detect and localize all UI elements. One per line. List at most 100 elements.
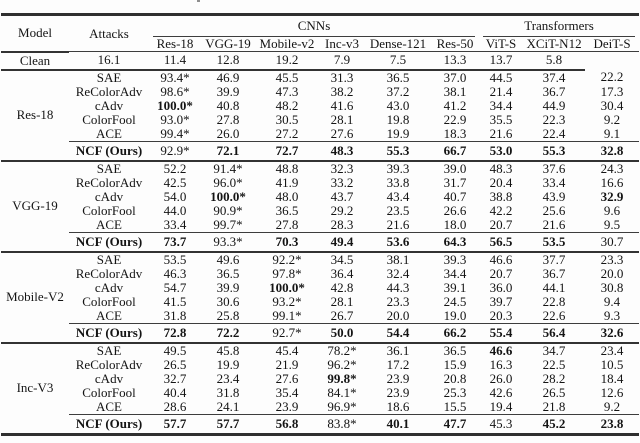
attack-value: 36.5 (216, 265, 240, 281)
attack-row: Mobile-V2 SAE 53.5 49.6 92.2* 34.5 38.1 39.3 46.… (1, 251, 639, 344)
attack-row: ACE 31.8 25.8 99.1* 26.7 20.0 19.0 20.3 22.6 9.3 (1, 307, 639, 324)
attack-value: 33.8 (386, 174, 410, 190)
attack-row: ColorFool 44.0 90.9* 36.5 29.2 23.5 26.6 42.2 25… (1, 202, 639, 218)
attack-value: 40.7 (443, 188, 467, 204)
attack-name: cAdv (94, 279, 124, 295)
group-header-label: CNNs (153, 16, 476, 37)
attack-value: 39.7 (489, 293, 513, 309)
attack-value: 23.3 (600, 251, 624, 267)
attack-value: 34.5 (330, 251, 354, 267)
model-label: Inc-V3 (1, 342, 69, 436)
clean-label: Clean (1, 51, 69, 71)
attack-value: 44.9 (542, 97, 566, 113)
ncf-value: 32.8 (585, 140, 640, 162)
attack-value: 24.5 (443, 293, 467, 309)
attack-value: 48.0 (275, 188, 299, 204)
attack-value: 36.7 (542, 83, 566, 99)
ncf-value: 72.8 (149, 322, 201, 344)
model-label: VGG-19 (1, 160, 69, 253)
attack-row: VGG-19 SAE 52.2 91.4* 48.8 32.3 39.3 39.0 48.3 37… (1, 160, 639, 253)
attack-value: 92.2* (272, 251, 302, 267)
attack-value: 38.1 (386, 251, 410, 267)
attack-value: 41.5 (163, 293, 187, 309)
attack-value: 23.9 (386, 370, 410, 386)
attack-value: 43.7 (330, 188, 354, 204)
attack-value: 45.4 (275, 342, 299, 358)
ncf-value: 45.2 (523, 413, 586, 436)
attack-value: 27.2 (275, 125, 299, 141)
attack-value: 12.6 (600, 384, 624, 400)
attack-value: 21.9 (275, 356, 299, 372)
attack-value: 44.3 (386, 279, 410, 295)
attack-value: 31.8 (163, 307, 187, 323)
col-header-res-18: Res-18 (149, 36, 201, 52)
attack-value: 54.0 (163, 188, 187, 204)
attack-value: 100.0* (269, 279, 305, 295)
clean-value: 12.8 (201, 51, 255, 71)
attack-value: 38.1 (443, 83, 467, 99)
attack-value: 25.6 (542, 202, 566, 218)
attack-name: ACE (96, 125, 122, 141)
clean-row: Clean 16.1 11.4 12.8 19.2 7.9 7.5 13.3 13.7 5.8 (1, 51, 639, 71)
attack-value: 42.6 (489, 384, 513, 400)
attack-name: ACE (96, 398, 122, 414)
attack-value: 40.4 (163, 384, 187, 400)
attack-value: 17.2 (386, 356, 410, 372)
attack-value: 47.3 (275, 83, 299, 99)
ncf-label: NCF (Ours) (69, 322, 149, 344)
attack-value: 28.3 (330, 216, 354, 232)
attack-row: ColorFool 41.5 30.6 93.2* 28.1 23.3 24.5 39.7 22… (1, 293, 639, 309)
ncf-value: 55.3 (365, 140, 431, 162)
attack-value: 46.6 (489, 251, 513, 267)
attack-value: 15.5 (443, 398, 467, 414)
attack-value: 100.0* (157, 97, 193, 113)
attack-value: 22.3 (542, 111, 566, 127)
attack-value: 32.4 (386, 265, 410, 281)
attack-value: 34.4 (489, 97, 513, 113)
attack-value: 98.6* (160, 83, 190, 99)
attack-value: 19.0 (443, 307, 467, 323)
col-header-dense-121: Dense-121 (365, 36, 431, 52)
attack-value: 42.8 (330, 279, 354, 295)
attack-value: 9.6 (603, 202, 621, 218)
attack-value: 48.2 (275, 97, 299, 113)
attack-value: 30.5 (275, 111, 299, 127)
col-header-vit-s: ViT-S (479, 36, 524, 52)
attack-row: cAdv 32.7 23.4 27.6 99.8* 23.9 20.8 26.0 28.2 18.… (1, 370, 639, 386)
attack-name: ReColorAdv (75, 265, 143, 281)
attack-value: 44.0 (163, 202, 187, 218)
attack-value: 36.5 (386, 69, 410, 85)
attack-value: 16.3 (489, 356, 513, 372)
attack-value: 96.2* (327, 356, 357, 372)
attack-value: 36.5 (275, 202, 299, 218)
clean-value: 16.1 (69, 51, 149, 71)
attack-row: Res-18 SAE 93.4* 46.9 45.5 31.3 36.5 37.0 44.5 37… (1, 69, 639, 162)
attack-name: cAdv (94, 370, 124, 386)
attack-value: 39.9 (216, 83, 240, 99)
attack-value: 22.2 (600, 69, 624, 84)
attack-name: ColorFool (82, 293, 136, 309)
attack-row: cAdv 54.0 100.0* 48.0 43.7 43.4 40.7 38.8 43.9 32… (1, 188, 639, 204)
attack-value: 20.0 (386, 307, 410, 323)
attack-value: 35.4 (275, 384, 299, 400)
attack-value: 22.5 (542, 356, 566, 372)
attack-value: 44.5 (489, 69, 513, 85)
attack-name: ColorFool (82, 384, 136, 400)
attack-value: 39.9 (216, 279, 240, 295)
attack-value: 29.2 (330, 202, 354, 218)
attack-value: 46.6 (489, 342, 513, 358)
ncf-value: 54.4 (365, 322, 431, 344)
attack-value: 23.9 (386, 384, 410, 400)
attack-row: ColorFool 40.4 31.8 35.4 84.1* 23.9 25.3 42.6 26… (1, 384, 639, 400)
ncf-label: NCF (Ours) (69, 231, 149, 253)
clean-value: 7.5 (365, 51, 431, 71)
attack-value: 26.0 (489, 370, 513, 386)
attack-success-rate-table: Model Attacks CNNs Transformers Res-18 VGG-19… (1, 13, 640, 436)
attack-value: 26.5 (163, 356, 187, 372)
attack-row: ColorFool 93.0* 27.8 30.5 28.1 19.8 22.9 35.5 22… (1, 111, 639, 127)
attack-value: 33.4 (542, 174, 566, 190)
header-group-row: Model Attacks CNNs Transformers (1, 14, 639, 53)
attack-value: 100.0* (210, 188, 246, 204)
attack-value: 36.7 (542, 265, 566, 281)
